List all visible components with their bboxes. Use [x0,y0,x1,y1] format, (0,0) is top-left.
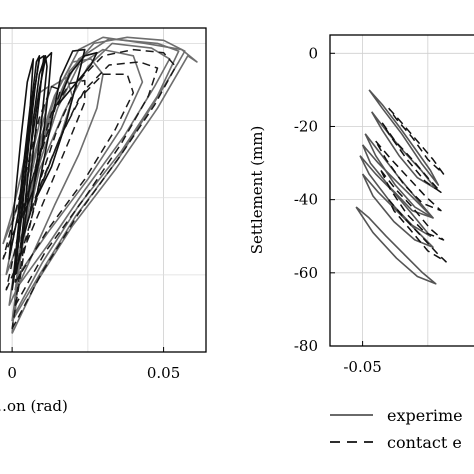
right-solid-loop [359,155,432,237]
left-plot-frame [0,27,207,353]
left-x-axis-label: …on (rad) [0,397,68,415]
left-series-solid [8,48,98,291]
left-solid-loop [56,51,98,106]
right-solid-loop [361,173,434,248]
right-y-tick-label: 0 [308,44,318,62]
right-series-dashed [375,107,447,263]
left-chart-panel: 00.05 …on (rad) [0,27,207,415]
left-solid-loop [35,48,86,199]
right-y-tick-label: -20 [294,117,318,135]
right-solid-loop [355,206,437,285]
right-plot-frame [329,34,474,347]
right-series-group [355,89,447,285]
legend-label-experiment: experime [387,406,463,425]
right-solid-loop [361,144,434,219]
right-y-tick-label: -40 [294,191,318,209]
right-x-tick-label: -0.05 [343,358,381,376]
left-dashed-loop [2,85,62,260]
right-dashed-loop [381,122,442,194]
left-solid-loop [23,51,53,214]
left-dashed-loop [5,79,86,291]
right-y-tick-label: -60 [294,264,318,282]
right-dashed-loop [380,169,445,241]
legend-label-contact: contact e [387,433,462,452]
left-solid-loop [8,58,104,307]
legend: experime contact e [330,406,463,452]
right-plot-background [330,35,474,346]
right-y-axis-label: Settlement (mm) [248,126,266,255]
right-solid-loop [368,89,440,186]
right-dashed-loop [388,107,445,175]
right-chart-panel: -0.05 0 -20 -40 -60 -80 Settlement (mm) [248,34,474,376]
right-y-tick-label: -80 [294,337,318,355]
right-dashed-loop [388,199,447,263]
left-x-tick-label: 0 [7,364,17,382]
left-series-group [2,36,198,334]
right-dashed-loop [375,140,442,212]
left-x-ticks: 0 0.05 [7,347,180,382]
left-x-tick-label: 0.05 [147,364,180,382]
right-axis-ticks: -0.05 0 -20 -40 -60 -80 [294,44,382,376]
left-solid-loop [8,58,35,260]
left-dashed-loop [11,48,177,330]
left-solid-loop [14,55,45,276]
left-solid-loop [14,42,171,291]
